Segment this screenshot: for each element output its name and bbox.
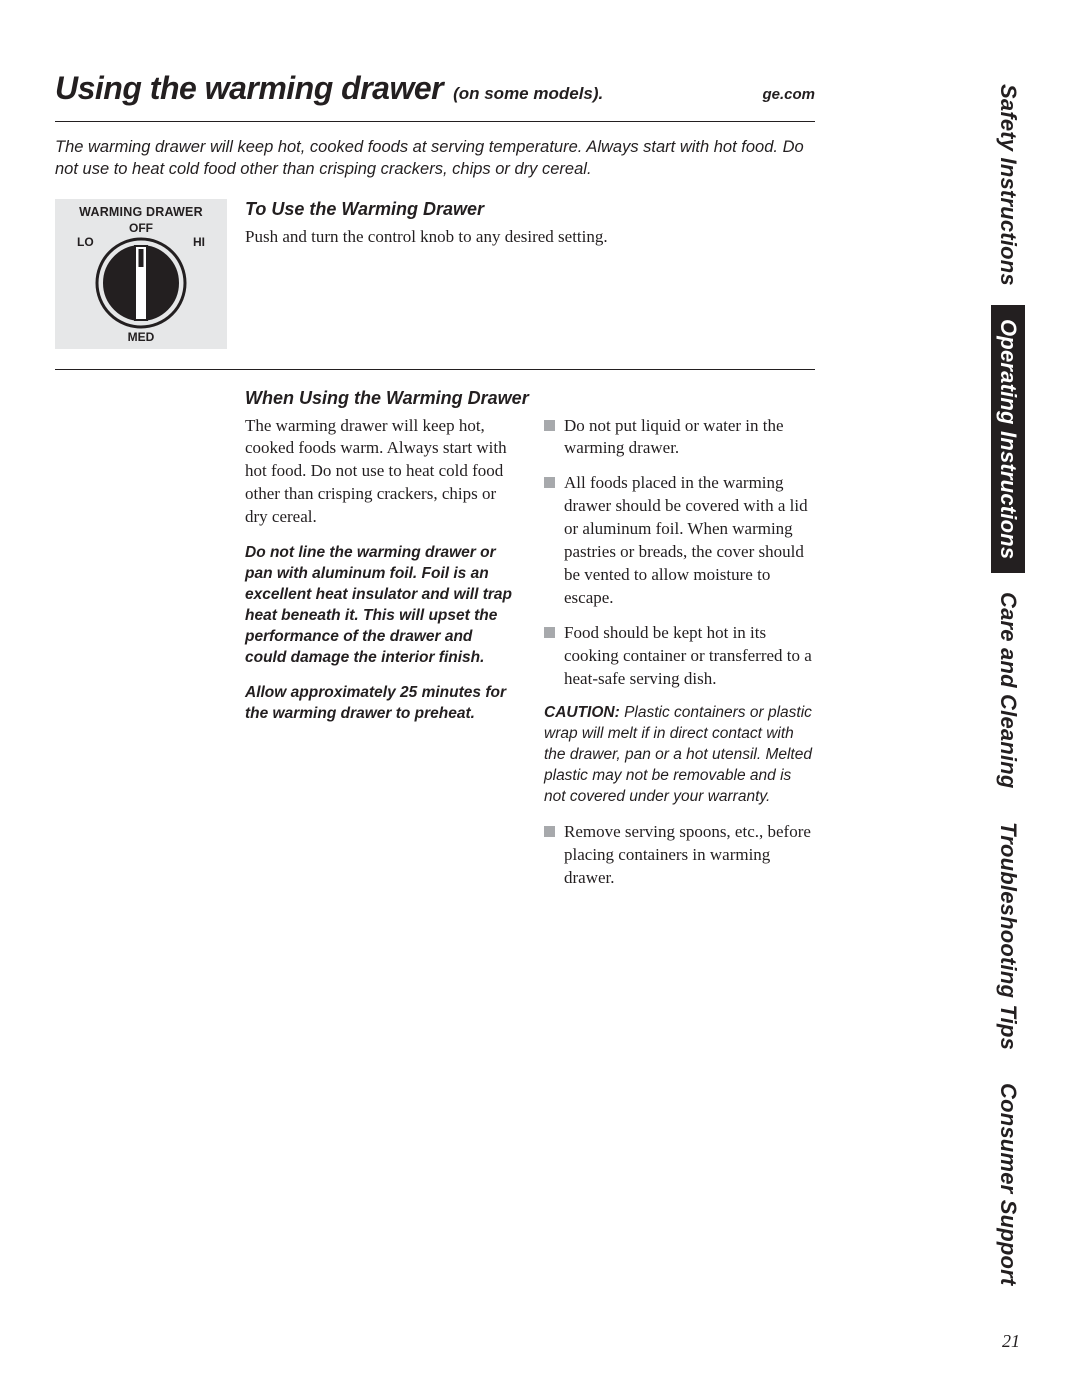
tab-care[interactable]: Care and Cleaning [991,578,1025,803]
when-p1: The warming drawer will keep hot, cooked… [245,415,516,530]
section-to-use: WARMING DRAWER OFF LO HI MED To Use the … [55,199,815,369]
to-use-text: To Use the Warming Drawer Push and turn … [245,199,608,349]
list-item: Remove serving spoons, etc., before plac… [544,821,815,890]
knob-label-lo: LO [77,235,94,249]
tab-troubleshooting[interactable]: Troubleshooting Tips [991,808,1025,1064]
when-using-heading: When Using the Warming Drawer [245,388,815,409]
title-row: Using the warming drawer (on some models… [55,70,815,121]
title-main: Using the warming drawer [55,70,443,106]
to-use-heading: To Use the Warming Drawer [245,199,608,220]
two-columns: The warming drawer will keep hot, cooked… [245,415,815,903]
knob-label-hi: HI [193,235,205,249]
knob-title: WARMING DRAWER [55,205,227,219]
list-item: All foods placed in the warming drawer s… [544,472,815,610]
tab-support[interactable]: Consumer Support [991,1069,1025,1299]
layout-spacer [55,388,227,903]
section-when-using: When Using the Warming Drawer The warmin… [55,370,815,903]
bullet-list: Remove serving spoons, etc., before plac… [544,821,815,890]
side-tabs: Safety Instructions Operating Instructio… [991,70,1025,1250]
list-item: Food should be kept hot in its cooking c… [544,622,815,691]
left-column: The warming drawer will keep hot, cooked… [245,415,516,903]
bullet-list: Do not put liquid or water in the warmin… [544,415,815,691]
page-title: Using the warming drawer (on some models… [55,70,603,107]
list-item: Do not put liquid or water in the warmin… [544,415,815,461]
knob-panel: WARMING DRAWER OFF LO HI MED [55,199,227,349]
title-sub: (on some models). [453,84,603,103]
caution-text: CAUTION: Plastic containers or plastic w… [544,703,815,808]
page-number: 21 [1002,1331,1020,1352]
to-use-body: Push and turn the control knob to any de… [245,226,608,249]
caution-label: CAUTION: [544,704,620,721]
when-p3-preheat: Allow approximately 25 minutes for the w… [245,683,516,725]
when-p2-warning: Do not line the warming drawer or pan wi… [245,543,516,669]
page-content: Using the warming drawer (on some models… [55,70,815,902]
intro-text: The warming drawer will keep hot, cooked… [55,122,815,199]
right-column: Do not put liquid or water in the warmin… [544,415,815,903]
tab-safety[interactable]: Safety Instructions [991,70,1025,300]
knob-label-med: MED [128,330,155,344]
site-label: ge.com [762,86,815,103]
tab-operating[interactable]: Operating Instructions [991,305,1025,573]
knob-label-off: OFF [129,221,153,235]
when-using-content: When Using the Warming Drawer The warmin… [245,388,815,903]
knob-icon [95,237,187,329]
